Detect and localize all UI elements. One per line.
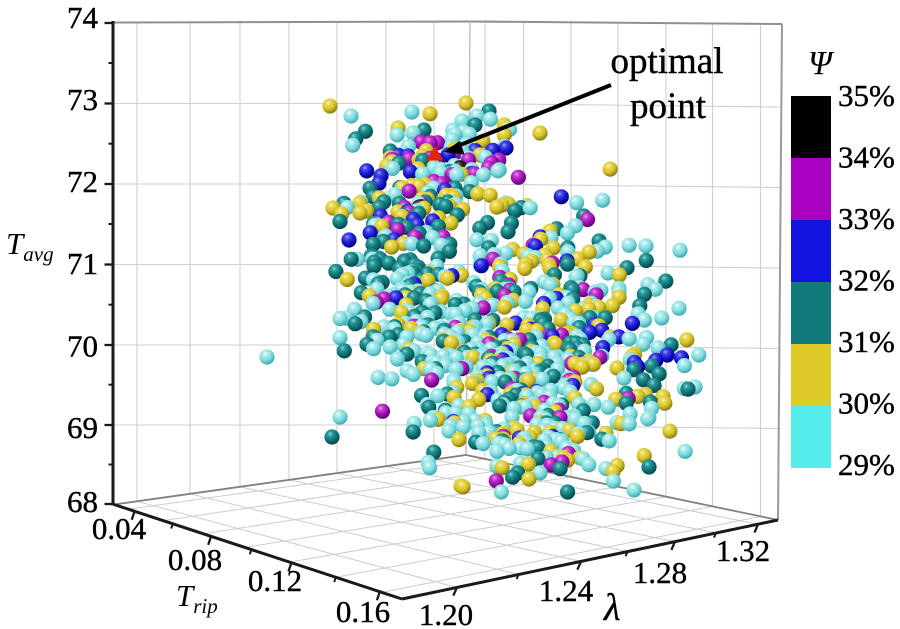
svg-text:0.16: 0.16 (336, 594, 390, 629)
svg-text:1.32: 1.32 (716, 533, 770, 568)
svg-text:30%: 30% (838, 386, 895, 421)
svg-text:34%: 34% (838, 140, 895, 175)
svg-text:1.28: 1.28 (633, 555, 687, 590)
svg-text:71: 71 (67, 246, 98, 281)
svg-text:1.24: 1.24 (539, 573, 594, 608)
svg-text:70: 70 (67, 329, 98, 364)
svg-text:0.12: 0.12 (248, 563, 302, 598)
svg-text:35%: 35% (838, 78, 895, 113)
svg-text:0.04: 0.04 (92, 511, 147, 546)
svg-text:74: 74 (67, 0, 99, 35)
svg-text:33%: 33% (838, 201, 895, 236)
svg-text:λ: λ (603, 587, 620, 629)
svg-text:31%: 31% (838, 324, 895, 359)
svg-text:72: 72 (67, 164, 98, 199)
svg-text:68: 68 (67, 484, 98, 519)
svg-text:optimal: optimal (610, 41, 723, 82)
svg-text:point: point (630, 86, 707, 127)
svg-text:29%: 29% (838, 447, 895, 482)
svg-text:0.08: 0.08 (168, 542, 222, 577)
svg-text:Ψ: Ψ (808, 45, 835, 82)
svg-text:73: 73 (67, 82, 98, 117)
svg-text:1.20: 1.20 (419, 597, 473, 629)
svg-text:32%: 32% (838, 263, 895, 298)
svg-text:69: 69 (67, 410, 98, 445)
